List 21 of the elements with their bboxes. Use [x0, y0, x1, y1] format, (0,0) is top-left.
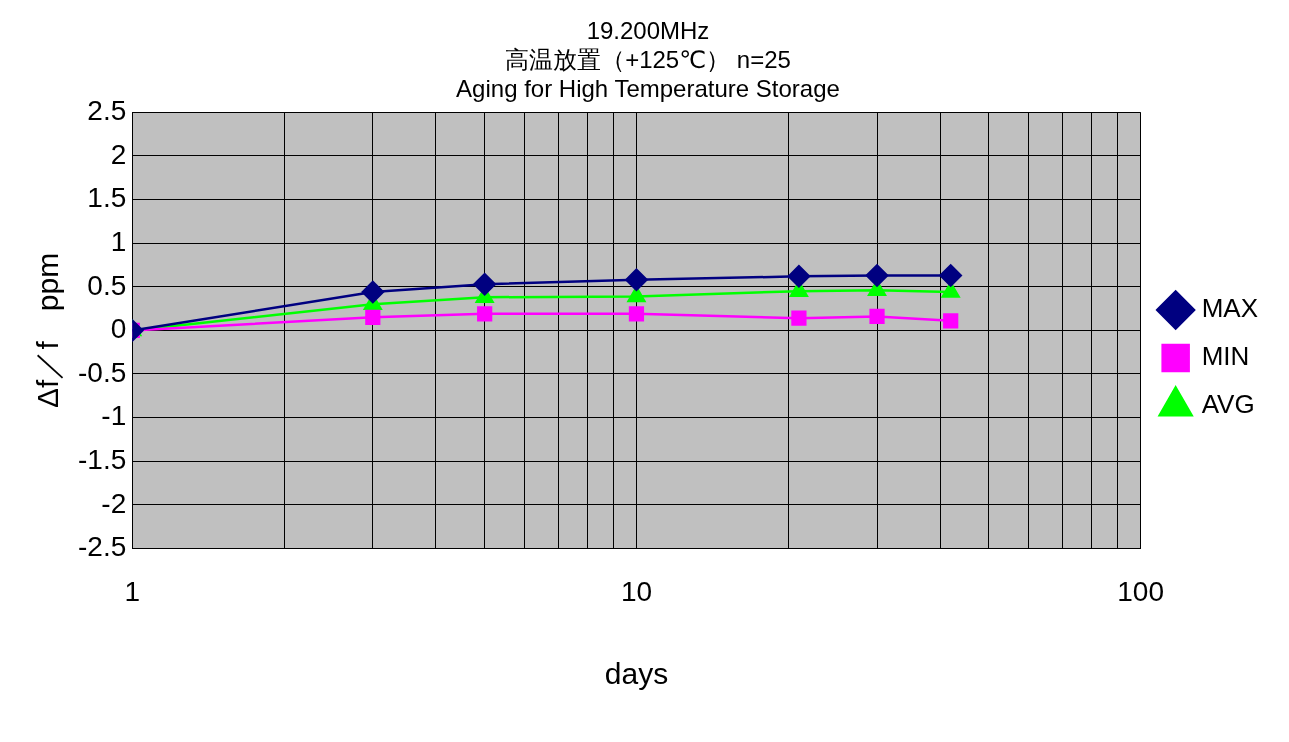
y-tick-label: 0.5 [87, 269, 127, 301]
y-tick-label: 1.5 [87, 182, 127, 214]
text: 19.200MHz [586, 17, 710, 45]
y-tick-label: 2 [110, 138, 127, 170]
y-tick-label: -0.5 [78, 356, 127, 388]
y-tick-label: -1.5 [78, 443, 127, 475]
text: Aging for High Temperature Storage [456, 74, 840, 102]
legend-label: AVG [1201, 389, 1255, 420]
y-tick-label: -2 [101, 487, 127, 519]
y-tick-label: 0 [110, 313, 127, 345]
y-tick-label: 2.5 [87, 95, 127, 127]
x-axis-title: days [604, 657, 669, 691]
x-tick-label: 100 [1117, 575, 1165, 607]
y-tick-label: -1 [101, 400, 127, 432]
text: 高温放置（+125℃） n=25 [505, 45, 791, 73]
x-tick-label: 10 [620, 575, 653, 607]
y-tick-label: 1 [110, 225, 127, 257]
legend-label: MAX [1201, 293, 1258, 324]
y-axis-title: Δf／f ppm [31, 252, 65, 408]
y-tick-label: -2.5 [78, 531, 127, 563]
legend-label: MIN [1201, 341, 1250, 372]
